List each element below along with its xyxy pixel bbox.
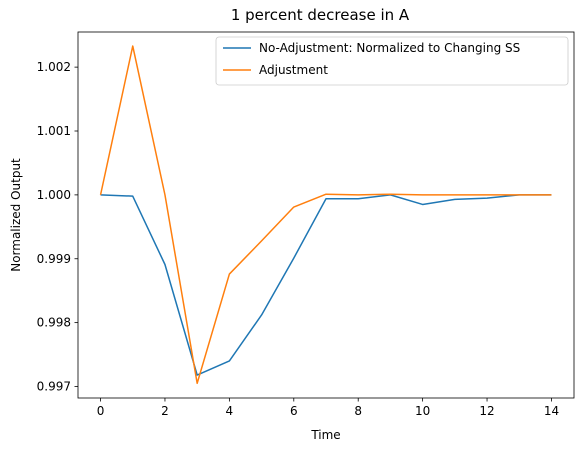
x-tick-label: 0 [97, 404, 105, 418]
legend: No-Adjustment: Normalized to Changing SS… [215, 36, 569, 86]
x-tick-label: 12 [479, 404, 494, 418]
series-line-1 [99, 45, 552, 385]
axes-background [78, 32, 574, 398]
legend-box [215, 36, 569, 86]
y-tick-label: 1.002 [37, 60, 71, 74]
axes-spines [77, 31, 575, 399]
chart-title: 1 percent decrease in A [231, 6, 410, 24]
y-tick-label: 0.999 [37, 252, 71, 266]
plot-area [78, 32, 574, 398]
y-tick-label: 1.000 [37, 188, 71, 202]
y-tick-label: 1.001 [37, 124, 71, 138]
series-layer [99, 45, 552, 385]
y-axis-ticks: 0.997 0.998 0.999 1.000 1.001 1.002 [37, 60, 78, 394]
x-tick-label: 10 [415, 404, 430, 418]
axes-frame [77, 31, 575, 399]
x-tick-label: 14 [544, 404, 559, 418]
y-axis-label: Normalized Output [9, 158, 23, 272]
x-tick-label: 2 [161, 404, 169, 418]
x-tick-label: 6 [290, 404, 298, 418]
x-tick-label: 4 [226, 404, 234, 418]
x-axis-ticks: 0 2 4 6 8 10 12 14 [97, 398, 559, 418]
legend-label-adjustment: Adjustment [259, 63, 328, 77]
legend-label-no-adjustment: No-Adjustment: Normalized to Changing SS [259, 41, 520, 55]
y-tick-label: 0.998 [37, 316, 71, 330]
x-axis-label: Time [310, 428, 340, 442]
y-tick-label: 0.997 [37, 380, 71, 394]
x-tick-label: 8 [354, 404, 362, 418]
series-line-0 [100, 194, 552, 376]
